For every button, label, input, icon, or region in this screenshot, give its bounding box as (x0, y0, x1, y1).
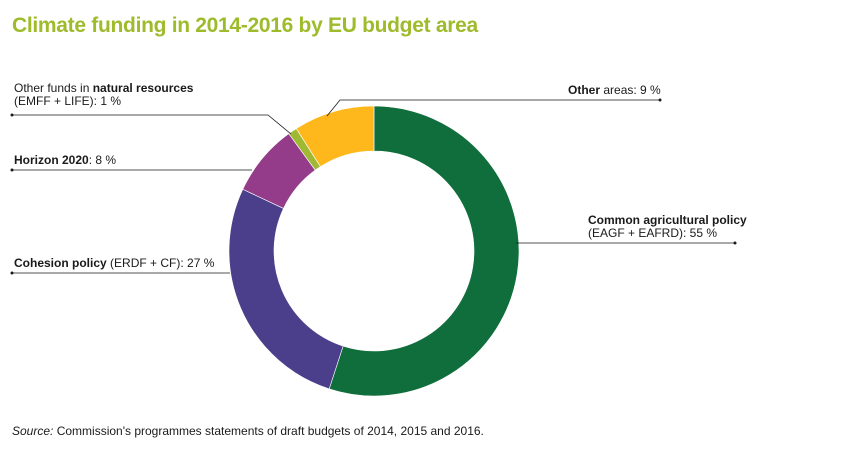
label-cohesion-value: (ERDF + CF): 27 % (106, 256, 215, 270)
label-other-value: areas: 9 % (600, 83, 661, 97)
leader-line-natural (12, 114, 292, 135)
label-cap-value: (EAGF + EAFRD): 55 % (588, 226, 718, 240)
slice-other-areas (295, 105, 375, 167)
label-other-name: Other (568, 83, 601, 97)
label-cap: Common agricultural policy (EAGF + EAFRD… (588, 214, 747, 240)
label-natural-plain: Other funds in (14, 81, 93, 95)
label-cohesion-name: Cohesion policy (14, 256, 107, 270)
label-other-areas: Other areas: 9 % (568, 84, 661, 97)
source-note: Source: Commission's programmes statemen… (12, 424, 484, 438)
label-cohesion: Cohesion policy (ERDF + CF): 27 % (14, 257, 214, 270)
label-horizon: Horizon 2020: 8 % (14, 154, 116, 167)
chart-title: Climate funding in 2014-2016 by EU budge… (12, 14, 478, 37)
label-cap-name: Common agricultural policy (588, 213, 747, 227)
label-natural-name: natural resources (92, 81, 194, 95)
leader-line-other (326, 99, 660, 117)
leader-dot-other (658, 98, 662, 102)
slice-cohesion (228, 188, 344, 390)
label-horizon-value: : 8 % (88, 153, 117, 167)
leader-dot-cap (733, 241, 737, 245)
leader-dot-natural (10, 113, 14, 117)
leader-dot-cohesion (10, 271, 14, 275)
label-natural-value: (EMFF + LIFE): 1 % (14, 94, 122, 108)
label-natural-resources: Other funds in natural resources (EMFF +… (14, 82, 193, 108)
leader-dot-horizon (10, 168, 14, 172)
slice-cap (328, 105, 520, 397)
source-prefix: Source: (12, 424, 54, 438)
label-horizon-name: Horizon 2020 (14, 153, 89, 167)
source-text: Commission's programmes statements of dr… (53, 424, 484, 438)
